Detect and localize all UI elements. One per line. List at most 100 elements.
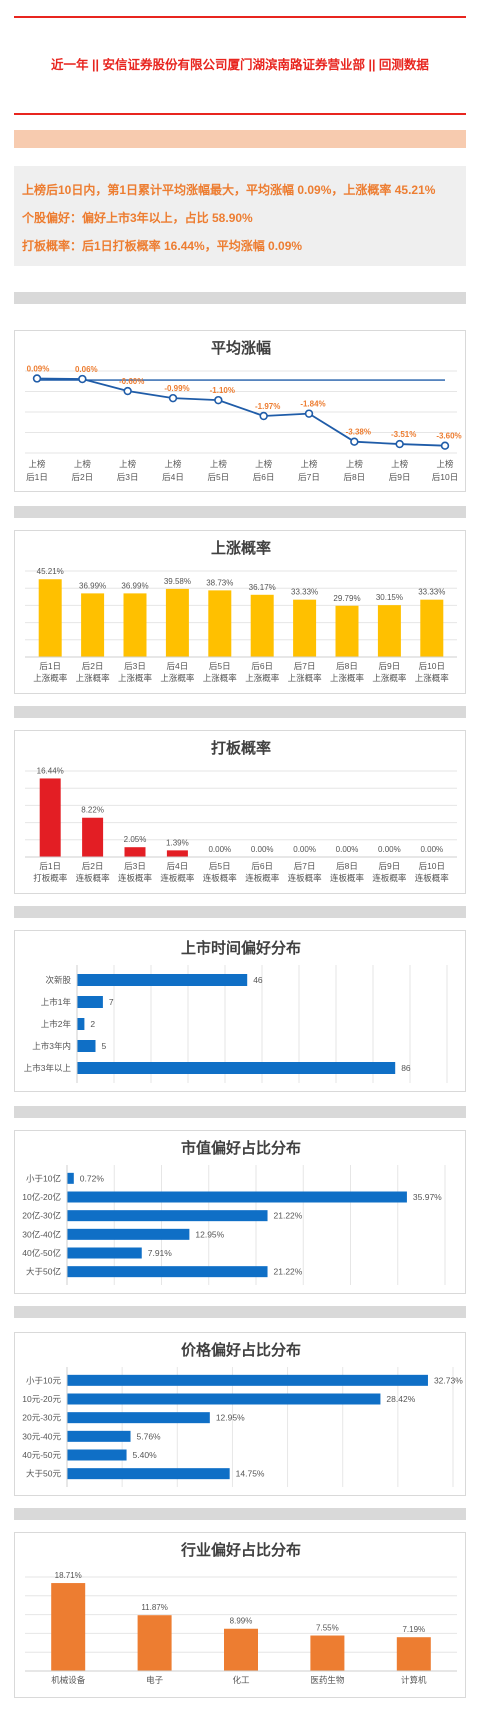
data-label: 86 — [401, 1063, 411, 1073]
tick-label: 上涨概率 — [76, 673, 111, 683]
tick-label: 上涨概率 — [203, 673, 238, 683]
tick-label: 30亿-40亿 — [22, 1229, 61, 1239]
tick-label: 后1日 — [39, 661, 61, 671]
bar — [38, 579, 62, 657]
chart-title: 市值偏好占比分布 — [181, 1139, 301, 1157]
bar — [396, 1637, 431, 1671]
data-label: 2.05% — [124, 835, 147, 844]
tick-label: 后9日 — [379, 661, 401, 671]
tick-label: 后2日 — [82, 661, 104, 671]
price-preference-chart: 价格偏好占比分布 32.73% 小于10元 28.42% 10元-20元 12.95% 20… — [14, 1332, 466, 1496]
bar — [67, 1172, 74, 1184]
tick-label: 后6日 — [253, 472, 275, 482]
tick-label: 后4日 — [162, 472, 184, 482]
data-label: 0.00% — [336, 845, 359, 854]
tick-label: 大于50亿 — [26, 1267, 61, 1277]
data-label: -3.38% — [346, 428, 371, 437]
bottom-red-rule — [14, 113, 466, 115]
section-divider — [14, 506, 466, 518]
tick-label: 连板概率 — [160, 873, 195, 883]
tick-label: 上涨概率 — [372, 673, 407, 683]
data-label: 14.75% — [236, 1469, 265, 1479]
data-label: 33.33% — [291, 588, 318, 597]
data-label: 21.22% — [274, 1211, 303, 1221]
data-point — [168, 393, 178, 403]
tick-label: 上市1年 — [41, 997, 72, 1007]
tick-label: 小于10亿 — [26, 1173, 61, 1183]
bar — [137, 1615, 172, 1671]
bar — [67, 1374, 428, 1386]
tick-label: 后10日 — [419, 861, 445, 871]
data-label: 35.97% — [413, 1192, 442, 1202]
rise-probability-svg: 上涨概率45.21%后1日上涨概率36.99%后2日上涨概率36.99%后3日上… — [25, 539, 457, 683]
avg-return-chart: 平均涨幅 0.09% 上榜 后1日 0.06% 上榜 后2日 -0.60% 上榜 后3日 -0.99… — [14, 330, 466, 492]
tick-label: 后10日 — [432, 472, 458, 482]
data-label: 5 — [102, 1041, 107, 1051]
tick-label: 医药生物 — [310, 1675, 345, 1685]
listing-age-svg: 上市时间偏好分布 46 次新股 7 上市1年 2 上市2年 5 上市3年内 86 上市3年以上 — [24, 939, 448, 1083]
data-label: 1.39% — [166, 838, 189, 847]
bar — [67, 1191, 407, 1203]
tick-label: 后2日 — [82, 861, 104, 871]
tick-label: 后9日 — [389, 472, 411, 482]
tick-label: 上榜 — [28, 459, 46, 469]
data-label: -0.99% — [164, 384, 189, 393]
data-label: 8.99% — [230, 1617, 253, 1626]
data-label: 32.73% — [434, 1375, 463, 1385]
summary-line-3: 打板概率：后1日打板概率 16.44%，平均涨幅 0.09% — [22, 239, 303, 253]
bar — [293, 599, 317, 657]
tick-label: 后4日 — [167, 661, 189, 671]
section-divider — [14, 706, 466, 718]
data-label: 36.17% — [249, 583, 276, 592]
limit-up-probability-chart: 打板概率 16.44% 后1日 打板概率 8.22% 后2日 连板概率 2.05% 后3日 连板概… — [14, 730, 466, 894]
chart-title: 上涨概率 — [211, 539, 271, 557]
bar — [82, 817, 104, 857]
peach-banner — [14, 130, 466, 148]
section-divider — [14, 1106, 466, 1118]
tick-label: 上榜 — [255, 459, 273, 469]
bar — [51, 1583, 86, 1671]
tick-label: 大于50元 — [26, 1469, 61, 1479]
bar — [39, 778, 61, 857]
tick-label: 后4日 — [167, 861, 189, 871]
tick-label: 上涨概率 — [160, 673, 195, 683]
tick-label: 后6日 — [251, 861, 273, 871]
bar — [67, 1266, 268, 1278]
section-divider — [14, 1306, 466, 1318]
limit-up-probability-svg: 打板概率16.44%后1日打板概率8.22%后2日连板概率2.05%后3日连板概… — [25, 739, 457, 883]
bar — [123, 593, 147, 657]
data-point — [78, 374, 87, 384]
market-cap-chart: 市值偏好占比分布 0.72% 小于10亿 35.97% 10亿-20亿 21.22% 20亿… — [14, 1130, 466, 1294]
tick-label: 后10日 — [419, 661, 445, 671]
data-point — [304, 409, 314, 418]
tick-label: 上榜 — [391, 459, 409, 469]
bar — [77, 1062, 396, 1074]
summary-line-2: 个股偏好：偏好上市3年以上，占比 58.90% — [22, 211, 253, 225]
section-divider — [14, 906, 466, 918]
page-title: 近一年 || 安信证券股份有限公司厦门湖滨南路证券营业部 || 回测数据 — [51, 58, 429, 72]
data-label: 12.95% — [195, 1229, 224, 1239]
data-label: 0.00% — [378, 845, 401, 854]
data-label: 7.19% — [402, 1625, 425, 1634]
tick-label: 化工 — [232, 1675, 250, 1685]
bar — [77, 1018, 85, 1030]
tick-label: 后8日 — [343, 472, 365, 482]
data-label: -1.97% — [255, 402, 280, 411]
data-label: 5.40% — [133, 1450, 158, 1460]
bar — [67, 1210, 268, 1222]
bar — [67, 1393, 381, 1405]
bar — [77, 1040, 96, 1052]
data-label: 18.71% — [55, 1571, 82, 1580]
data-label: -1.10% — [210, 386, 235, 395]
data-label: 33.33% — [418, 588, 445, 597]
data-label: -3.60% — [436, 432, 461, 441]
data-label: 28.42% — [386, 1394, 415, 1404]
bar — [310, 1635, 345, 1671]
tick-label: 后5日 — [207, 472, 229, 482]
data-label: 16.44% — [37, 766, 64, 775]
tick-label: 上榜 — [74, 459, 92, 469]
data-point — [123, 386, 132, 396]
data-label: 36.99% — [121, 581, 148, 590]
data-label: 0.09% — [27, 364, 50, 373]
